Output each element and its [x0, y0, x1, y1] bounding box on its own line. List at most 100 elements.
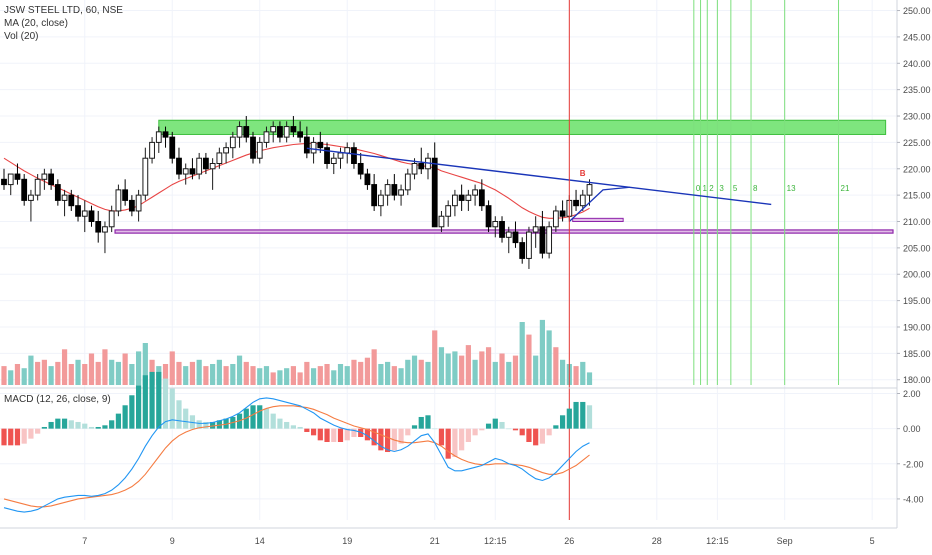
volume-bar: [8, 370, 14, 385]
time-tick-label: 9: [170, 536, 175, 546]
candle-body: [155, 131, 162, 143]
macd-histogram-bar: [432, 428, 438, 430]
candle-body: [115, 189, 122, 212]
volume-bars: [1, 319, 593, 385]
volume-bar: [297, 372, 303, 385]
macd-pane: [0, 371, 897, 513]
macd-histogram-bar: [196, 420, 202, 429]
volume-bar: [176, 361, 182, 385]
macd-histogram-bar: [129, 395, 135, 429]
volume-bar: [183, 366, 189, 385]
macd-histogram-bar: [55, 418, 61, 429]
volume-bar: [28, 355, 34, 385]
candle-body: [182, 168, 189, 175]
volume-bar: [223, 366, 229, 385]
candle-body: [344, 147, 351, 154]
candle-body: [404, 173, 411, 191]
candle-body: [142, 157, 149, 196]
time-tick-label: 19: [342, 536, 352, 546]
macd-histogram-bar: [109, 420, 115, 429]
macd-histogram-bar: [136, 385, 142, 429]
macd-histogram-bar: [586, 405, 593, 429]
ma-legend[interactable]: MA (20, close): [4, 18, 68, 29]
candle-body: [526, 231, 532, 259]
candle-body: [203, 157, 209, 170]
volume-bar: [284, 368, 290, 385]
price-tick-label: 220.00: [903, 164, 931, 174]
volume-bar: [485, 347, 492, 385]
candle-body: [48, 173, 55, 186]
volume-bar: [196, 359, 202, 385]
volume-bar: [290, 366, 296, 385]
macd-histogram-bar: [263, 408, 270, 429]
macd-histogram-bar: [210, 421, 216, 429]
macd-histogram-bar: [553, 425, 559, 429]
candle-body: [189, 168, 196, 175]
candle-body: [579, 194, 586, 207]
macd-histogram-bar: [14, 428, 21, 446]
candle-body: [371, 184, 378, 207]
volume-bar: [344, 366, 350, 385]
macd-histogram-bar: [88, 426, 95, 429]
candle-body: [478, 189, 485, 207]
macd-histogram-bar: [506, 428, 512, 430]
trendline: [306, 147, 772, 206]
price-tick-label: 240.00: [903, 59, 931, 69]
volume-bar: [479, 351, 485, 385]
fib-label: 3: [719, 184, 724, 193]
volume-bar: [109, 359, 115, 385]
volume-bar: [438, 347, 445, 385]
macd-histogram-bar: [398, 428, 404, 444]
time-tick-label: 12:15: [706, 536, 729, 546]
macd-histogram-bar: [418, 416, 424, 429]
candle-body: [357, 162, 364, 175]
candle-body: [196, 157, 203, 175]
volume-bar: [102, 349, 108, 385]
candle-body: [438, 215, 445, 228]
macd-histogram-bar: [472, 428, 478, 436]
volume-bar: [405, 359, 411, 385]
volume-bar: [586, 372, 593, 385]
time-tick-label: 28: [652, 536, 662, 546]
time-tick-label: 26: [564, 536, 574, 546]
candle-body: [1, 178, 7, 186]
macd-histogram-bar: [1, 428, 7, 446]
macd-title[interactable]: MACD (12, 26, close, 9): [4, 394, 111, 405]
macd-histogram-bar: [35, 428, 41, 434]
macd-histogram-bar: [526, 428, 532, 442]
time-tick-label: 5: [870, 536, 875, 546]
volume-bar: [445, 353, 451, 385]
candle-body: [61, 194, 68, 201]
volume-bar: [68, 364, 74, 385]
volume-bar: [580, 361, 586, 385]
macd-histogram-bar: [452, 428, 458, 458]
candle-body: [317, 141, 324, 149]
volume-bar: [378, 364, 384, 385]
macd-histogram-bar: [512, 428, 519, 431]
macd-histogram-bar: [223, 418, 229, 429]
volume-legend[interactable]: Vol (20): [4, 31, 39, 42]
macd-histogram-bar: [559, 415, 566, 429]
macd-histogram-bar: [358, 428, 364, 437]
candle-body: [21, 178, 28, 201]
volume-bar: [203, 366, 209, 385]
candle-body: [41, 173, 48, 180]
macd-histogram-bar: [324, 428, 330, 442]
candle-body: [452, 194, 458, 207]
candle-body: [28, 194, 34, 201]
macd-histogram-bar: [364, 428, 371, 441]
candle-body: [324, 147, 330, 164]
time-tick-label: 12:15: [484, 536, 507, 546]
macd-histogram-bar: [41, 426, 47, 429]
candle-body: [88, 210, 95, 223]
macd-histogram-bar: [250, 405, 256, 429]
macd-histogram-bar: [438, 428, 445, 446]
symbol-title[interactable]: JSW STEEL LTD, 60, NSE: [4, 5, 123, 16]
volume-bar: [21, 368, 27, 385]
macd-histogram-bar: [149, 371, 155, 429]
macd-histogram-bar: [169, 388, 175, 429]
price-tick-label: 185.00: [903, 349, 931, 359]
macd-histogram-bar: [351, 428, 357, 437]
macd-histogram-bar: [344, 428, 350, 441]
